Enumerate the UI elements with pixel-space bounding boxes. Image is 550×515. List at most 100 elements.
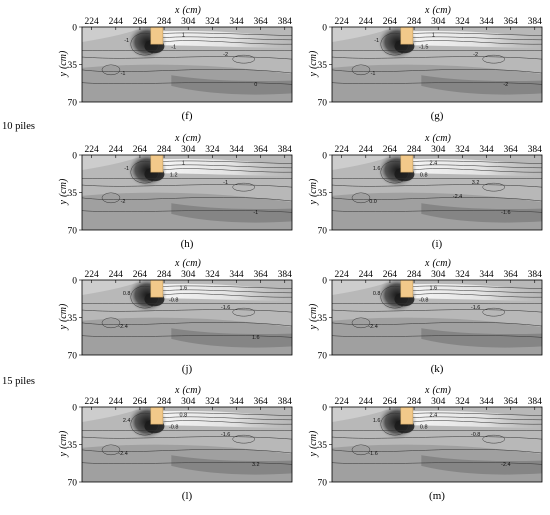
x-tick-label: 304	[181, 397, 196, 407]
contour-label: -0.8	[419, 297, 428, 303]
contour-label: -2	[473, 52, 478, 58]
x-tick-label: 264	[383, 397, 398, 407]
y-tick-label: 0	[322, 152, 327, 162]
x-tick-label: 384	[278, 397, 293, 407]
x-axis-label: x (cm)	[424, 385, 451, 396]
y-tick-label: 0	[72, 404, 77, 414]
contour-plot: 1 -1 1.2 -1 -2 -1 224 244 264 284 304 324 344 364 384 0…	[58, 133, 293, 237]
contour-label: 0	[254, 82, 257, 88]
x-tick-label: 304	[431, 145, 446, 155]
contour-label: -1	[371, 71, 376, 77]
contour-label: -1	[124, 166, 129, 172]
x-axis-label: x (cm)	[424, 133, 451, 144]
contour-label: -2.4	[118, 324, 127, 330]
x-tick-label: 344	[479, 270, 494, 280]
y-axis-label: y(cm)	[308, 50, 319, 77]
x-tick-label: 324	[205, 270, 220, 280]
x-axis-label: x (cm)	[174, 385, 201, 396]
pile-block	[150, 279, 164, 298]
x-tick-label: 264	[133, 145, 148, 155]
contour-label: -1	[374, 38, 379, 44]
x-tick-label: 324	[455, 270, 470, 280]
y-tick-label: 35	[318, 61, 328, 71]
y-tick-label: 70	[318, 352, 328, 362]
y-axis-label: y(cm)	[308, 430, 319, 457]
contour-label: -0.8	[169, 424, 178, 430]
panel-i: 2.4 1.6 0.8 3.2 0.0 -1.6 -2.4 224 244 264 284 304 32…	[300, 133, 550, 258]
x-tick-label: 384	[528, 270, 543, 280]
x-tick-label: 284	[407, 17, 422, 27]
x-tick-label: 244	[109, 270, 124, 280]
contour-label: 1.6	[252, 335, 260, 341]
x-tick-label: 384	[278, 145, 293, 155]
x-axis-label: x (cm)	[174, 133, 201, 144]
y-tick-label: 35	[68, 189, 78, 199]
field-background: 1 -1 1.2 -1 -2 -1	[82, 155, 292, 230]
contour-lines	[332, 160, 542, 213]
y-tick-label: 0	[322, 24, 327, 34]
y-axis-label: y(cm)	[58, 430, 69, 457]
contour-label: -0.8	[169, 297, 178, 303]
contour-label: -1	[171, 44, 176, 50]
panel-m: 2.4 1.6 0.8 -0.8 -1.6 -2.4 224 244 264 284 304 324 3…	[300, 385, 550, 510]
panel-g: 1 -1 -1.5 -2 -1 -2 224 244 264 284 304 324 344 364 384…	[300, 5, 550, 130]
x-tick-label: 304	[431, 17, 446, 27]
y-tick-label: 0	[322, 277, 327, 287]
contour-label: -2.4	[118, 451, 127, 457]
field-background: 1.6 0.8 -0.8 -1.6 -2.4 1.6	[82, 280, 292, 355]
panel-label: (h)	[180, 238, 194, 250]
x-axis-label: x (cm)	[424, 5, 451, 16]
x-tick-label: 244	[359, 397, 374, 407]
y-tick-label: 70	[68, 352, 78, 362]
contour-label: -2	[503, 82, 508, 88]
x-tick-label: 364	[503, 270, 518, 280]
contour-label: -1	[253, 210, 258, 216]
x-tick-label: 244	[359, 17, 374, 27]
contour-plot: 1.6 0.8 -0.8 -1.6 -2.4 1.6 224 244 264 284 304 324 3…	[58, 258, 293, 362]
x-tick-label: 344	[229, 145, 244, 155]
contour-label: 1.6	[180, 286, 188, 292]
contour-plot: 2.4 1.6 0.8 3.2 0.0 -1.6 -2.4 224 244 264 284 304 32…	[308, 133, 543, 237]
pile-block	[400, 279, 414, 298]
x-tick-label: 264	[383, 145, 398, 155]
contour-label: -1	[223, 180, 228, 186]
y-tick-label: 0	[72, 277, 77, 287]
contour-label: 1.6	[373, 418, 381, 424]
y-tick-label: 35	[68, 61, 78, 71]
field-background: 2.4 1.6 0.8 -0.8 -1.6 -2.4	[332, 407, 542, 482]
x-tick-label: 304	[181, 270, 196, 280]
panel-h: 1 -1 1.2 -1 -2 -1 224 244 264 284 304 324 344 364 384 0…	[50, 133, 300, 258]
x-tick-label: 224	[335, 397, 350, 407]
x-tick-label: 344	[479, 145, 494, 155]
y-tick-label: 70	[68, 227, 78, 237]
x-tick-label: 304	[431, 270, 446, 280]
pile-block	[150, 406, 164, 425]
contour-lines	[332, 32, 542, 85]
contour-label: -1	[124, 38, 129, 44]
x-tick-label: 364	[253, 270, 268, 280]
x-tick-label: 364	[503, 397, 518, 407]
x-tick-label: 244	[109, 397, 124, 407]
contour-label: -2	[223, 52, 228, 58]
x-tick-label: 304	[181, 17, 196, 27]
x-tick-label: 364	[253, 17, 268, 27]
x-tick-label: 304	[181, 145, 196, 155]
x-tick-label: 324	[205, 397, 220, 407]
pile-block	[150, 26, 164, 45]
row-label-15-piles: 15 piles	[2, 376, 35, 387]
contour-label: -2.4	[368, 324, 377, 330]
panel-k: 1.6 0.8 -0.8 -1.6 -2.4 224 244 264 284 304 324 344 3…	[300, 258, 550, 383]
pile-block	[400, 406, 414, 425]
contour-label: 0.8	[420, 424, 428, 430]
x-axis-label: x (cm)	[174, 5, 201, 16]
x-tick-label: 344	[229, 270, 244, 280]
field-background: 1 -1 -1 -2 -1 0	[82, 27, 292, 102]
x-tick-label: 264	[383, 270, 398, 280]
x-tick-label: 284	[157, 17, 172, 27]
x-tick-label: 364	[253, 145, 268, 155]
contour-label: -1.6	[368, 451, 377, 457]
contour-label: -2	[121, 199, 126, 205]
x-axis-label: x (cm)	[174, 258, 201, 269]
contour-plot: 0.8 2.4 -0.8 -1.6 -2.4 3.2 224 244 264 284 304 324 3…	[58, 385, 293, 489]
x-tick-label: 344	[229, 397, 244, 407]
